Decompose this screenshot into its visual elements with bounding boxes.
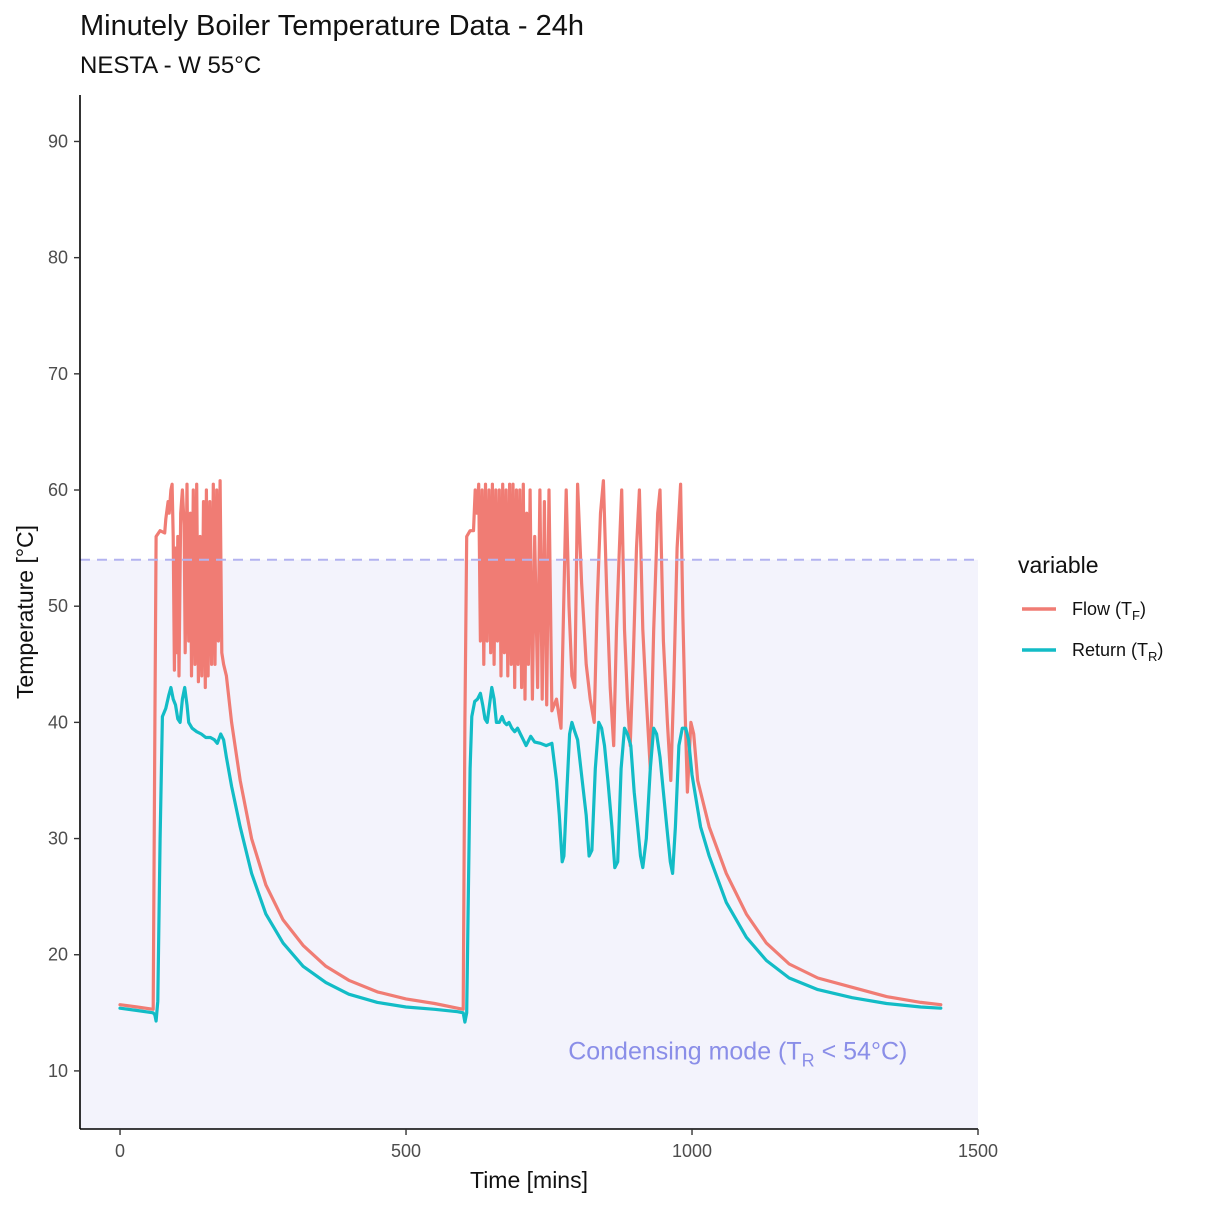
chart-subtitle: NESTA - W 55°C [80,52,262,79]
y-tick-label: 50 [48,596,68,616]
y-tick-label: 70 [48,364,68,384]
x-tick-label: 1000 [672,1141,712,1161]
flow-series-line [118,479,943,1011]
y-tick-label: 80 [48,248,68,268]
y-tick-label: 90 [48,131,68,151]
y-tick-label: 10 [48,1061,68,1081]
legend: variable Flow (TF) Return (TR) [1018,552,1163,664]
x-tick-label: 1500 [958,1141,998,1161]
y-tick-label: 30 [48,829,68,849]
legend-label-return: Return (TR) [1072,640,1163,664]
x-axis-title: Time [mins] [470,1167,588,1193]
series-layer [118,479,943,1024]
legend-label-flow: Flow (TF) [1072,599,1146,623]
condensing-mode-annotation: Condensing mode (TR < 54°C) [568,1037,907,1070]
x-tick-label: 0 [115,1141,125,1161]
chart-title: Minutely Boiler Temperature Data - 24h [80,10,584,42]
return-series-line [118,685,943,1024]
y-tick-label: 40 [48,712,68,732]
axis-ticks: 10 20 30 40 50 60 70 80 90 0 500 1000 1500 [48,131,998,1161]
legend-title: variable [1018,552,1099,578]
y-tick-label: 60 [48,480,68,500]
x-tick-label: 500 [391,1141,421,1161]
y-tick-label: 20 [48,945,68,965]
y-axis-title: Temperature [°C] [12,525,38,699]
